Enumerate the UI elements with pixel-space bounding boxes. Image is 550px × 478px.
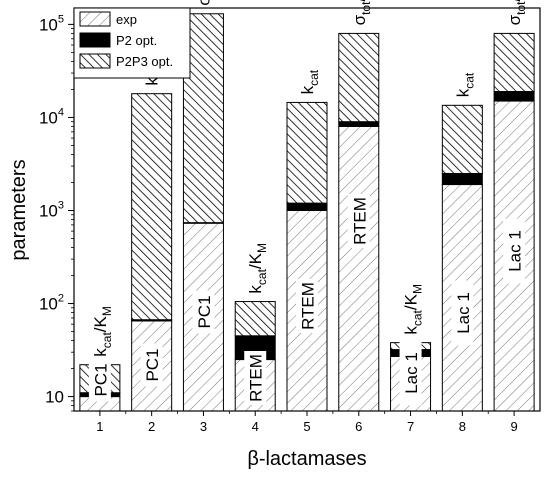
bar-segment-3-2 [131,93,173,321]
param-label-mid: /K [402,293,421,310]
param-label-sub: cat [100,332,114,349]
param-label-sub2: M [411,284,425,294]
bar-label-5: RTEM [299,282,318,330]
legend-label-2: P2 opt. [116,33,157,48]
y-tick-base: 10 [39,295,58,314]
legend: exp P2 opt. P2P3 opt. [73,7,191,79]
legend-swatch-1 [79,11,111,27]
x-axis-title: β-lactamases [247,448,366,470]
bar-segment-3-8 [441,104,483,174]
bar-segment-3-5 [286,101,328,204]
y-tick-label-0: 10 [45,388,64,407]
legend-swatch-2 [79,32,111,48]
x-tick-label-3: 3 [200,419,207,434]
bar-label-bg-4 [244,351,267,405]
param-label-sub2: M [100,306,114,316]
y-axis-title: parameters [8,159,30,260]
y-tick-exponent: 4 [58,106,64,118]
bar-segment-2-5 [286,202,328,211]
legend-label-1: exp [116,12,137,27]
y-tick-exponent: 2 [58,293,64,305]
param-label-base: k [91,348,110,357]
bar-label-3: PC1 [195,295,214,328]
bar-label-bg-6 [347,194,370,248]
param-label-sub: cat [255,268,269,285]
param-label-7: kcat/KM [402,284,425,335]
top-labels-layer: kcat/KMkcatσtot/kBkcat/KMkcatσtot/kBkcat… [91,0,528,357]
param-label-base: k [298,85,317,94]
legend-swatch-3 [79,53,111,69]
bar-segment-3-4 [234,301,276,337]
param-label-6: σtot/kB [350,0,373,25]
param-label-sub: cat [411,309,425,326]
x-tick-label-6: 6 [355,419,362,434]
param-label-sub: cat [307,69,321,86]
x-tick-label-8: 8 [459,419,466,434]
bar-label-bg-7 [399,340,422,406]
y-tick-label-2: 103 [39,199,64,220]
bar-label-2: PC1 [143,348,162,381]
param-label-base: k [453,88,472,97]
param-label-base: σ [194,0,213,6]
bar-label-9: Lac 1 [506,230,525,272]
bar-label-bg-5 [296,279,318,333]
y-tick-label-3: 104 [39,106,64,127]
param-label-sub: cat [462,72,476,89]
bar-segment-1-6 [338,125,380,412]
param-label-1: kcat/KM [91,306,114,357]
param-label-base: k [143,77,162,86]
param-label-9: σtot/kB [505,0,528,25]
bar-label-bg-9 [503,218,526,284]
bar-segment-1-2 [131,320,173,412]
x-tick-label-4: 4 [252,419,259,434]
y-tick-exponent: 5 [58,13,64,25]
param-label-mid: /K [91,315,110,332]
bar-labels-layer: PC1 PC1 PC1 RTEM RTEM RTEM Lac 1 Lac 1 Lac 1 [88,194,526,406]
bar-segment-2-8 [441,172,483,186]
param-label-base: k [246,285,265,294]
param-label-base: k [402,326,421,335]
param-label-mid: /k [505,0,524,2]
legend-label-3: P2P3 opt. [116,54,173,69]
param-label-8: kcat [453,72,476,97]
param-label-sub2: M [255,243,269,253]
param-label-base: σ [350,14,369,25]
bar-label-1: PC1 [91,363,110,396]
y-tick-label-1: 102 [39,293,64,314]
param-label-mid: /k [350,0,369,2]
bar-label-6: RTEM [350,197,369,245]
bars-layer [79,13,535,412]
param-label-mid: /K [246,252,265,269]
bar-label-bg-2 [140,343,163,387]
y-tick-base: 10 [39,201,58,220]
param-label-4: kcat/KM [246,243,269,294]
y-tick-base: 10 [39,108,58,127]
param-label-5: kcat [298,69,321,94]
bar-segment-2-6 [338,121,380,127]
x-tick-label-2: 2 [148,419,155,434]
x-tick-label-9: 9 [510,419,517,434]
bar-label-bg-3 [192,290,215,334]
bar-segment-2-9 [493,90,535,102]
bar-label-4: RTEM [247,354,266,402]
bar-label-bg-8 [451,280,474,346]
x-tick-label-7: 7 [407,419,414,434]
y-tick-label-4: 105 [39,13,64,34]
param-label-3: σtot/kB [194,0,217,6]
y-tick-exponent: 3 [58,199,64,211]
bar-label-8: Lac 1 [454,292,473,334]
x-tick-label-1: 1 [96,419,103,434]
bar-label-bg-1 [88,358,111,402]
y-tick-base: 10 [39,15,58,34]
y-tick-base: 10 [45,388,64,407]
x-tick-label-5: 5 [303,419,310,434]
bar-label-7: Lac 1 [402,352,421,394]
param-label-base: σ [505,14,524,25]
bar-segment-3-9 [493,32,535,92]
bar-segment-3-6 [338,32,380,123]
